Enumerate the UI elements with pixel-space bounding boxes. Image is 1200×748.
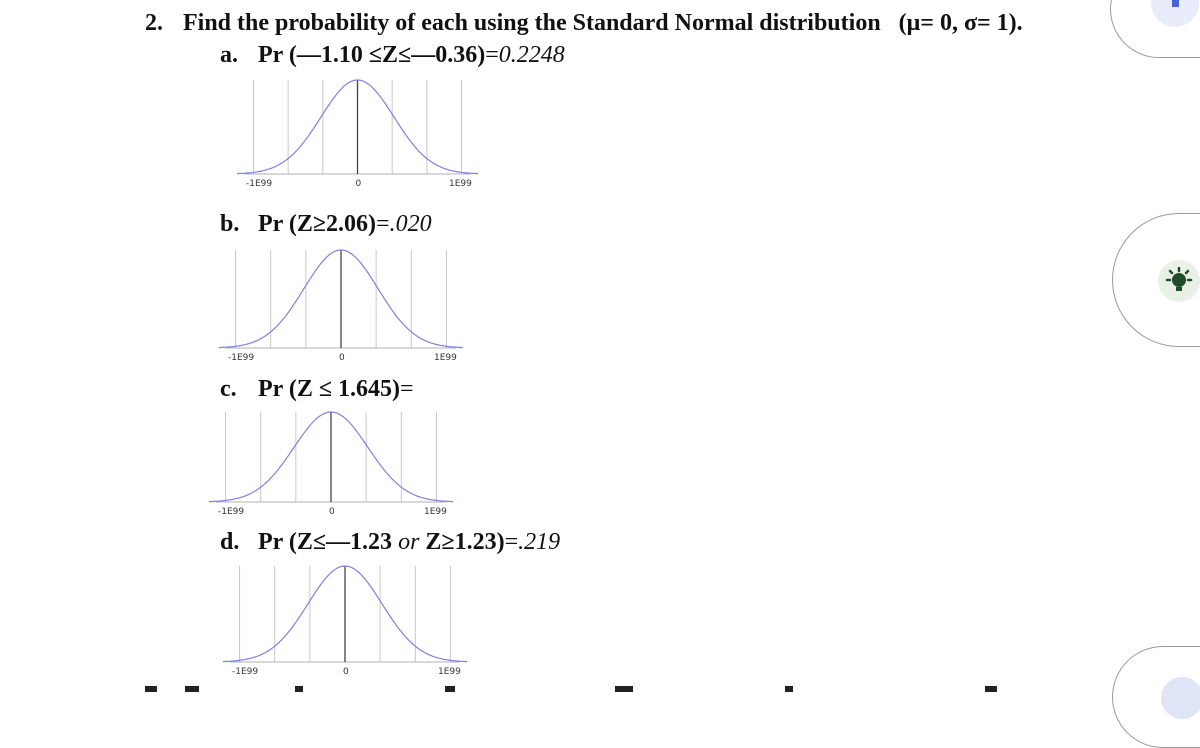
tick-label-right: 1E99 [449,179,472,189]
part-expression: Pr (—1.10 ≤Z≤—0.36) [258,42,486,68]
equals-sign: = [504,529,519,555]
tick-label-center: 0 [356,179,362,189]
normal-curve [218,249,464,349]
part-answer: 0.2248 [498,42,565,68]
normal-curve-graph-c: -1E99 0 1E99 [208,408,454,517]
part-c: c. Pr (Z ≤ 1.645)= [220,376,414,403]
question-text: Find the probability of each using the S… [183,10,881,36]
curve-svg: -1E99 0 1E99 [218,249,464,363]
part-answer: .020 [389,211,432,237]
equals-sign: = [400,376,414,402]
previous-text-remnant [296,0,676,2]
tick-label-left: -1E99 [218,507,244,517]
next-question-remnant [145,686,1045,692]
part-expression: Pr (Z ≤ 1.645) [258,376,401,402]
curve-svg: -1E99 0 1E99 [237,79,478,189]
tick-label-right: 1E99 [424,507,447,517]
part-letter: d. [220,529,240,555]
normal-curve-graph-b: -1E99 0 1E99 [218,246,464,363]
part-answer: .219 [518,529,561,555]
lightbulb-icon [1158,260,1200,302]
normal-curve [222,565,468,663]
side-tab-bottom[interactable] [1112,646,1200,748]
part-expression-right: Z≥1.23) [425,529,505,555]
square-glyph [1171,0,1179,7]
part-expression-left: Pr (Z≤—1.23 [258,529,393,555]
or-word: or [398,529,420,555]
part-expression: Pr (Z≥2.06) [258,211,377,237]
tick-label-left: -1E99 [232,667,258,677]
part-letter: a. [220,42,238,68]
part-b: b. Pr (Z≥2.06)=.020 [220,211,432,238]
part-letter: c. [220,376,237,402]
tick-label-left: -1E99 [246,179,272,189]
curve-svg: -1E99 0 1E99 [222,565,468,677]
tick-label-center: 0 [329,507,335,517]
side-tab-top[interactable] [1110,0,1200,58]
tick-label-left: -1E99 [228,353,254,363]
lightbulb-glyph [1165,267,1193,291]
tick-label-center: 0 [339,353,345,363]
normal-curve-graph-a: -1E99 0 1E99 [237,76,478,189]
side-tab-middle[interactable] [1112,213,1200,347]
tab-icon [1161,677,1200,719]
normal-curve [208,411,454,503]
part-d: d. Pr (Z≤—1.23 or Z≥1.23)=.219 [220,529,560,556]
question-title: 2. Find the probability of each using the… [145,10,1023,37]
question-number: 2. [145,10,163,36]
part-a: a. Pr (—1.10 ≤Z≤—0.36)=0.2248 [220,42,565,69]
part-letter: b. [220,211,240,237]
tick-label-center: 0 [343,667,349,677]
square-icon [1151,0,1199,27]
normal-curve [237,79,478,175]
tick-label-right: 1E99 [434,353,457,363]
distribution-params: (μ= 0, σ= 1). [898,10,1023,36]
equals-sign: = [485,42,499,68]
curve-svg: -1E99 0 1E99 [208,411,454,517]
normal-curve-graph-d: -1E99 0 1E99 [222,562,468,677]
equals-sign: = [376,211,390,237]
tick-label-right: 1E99 [438,667,461,677]
